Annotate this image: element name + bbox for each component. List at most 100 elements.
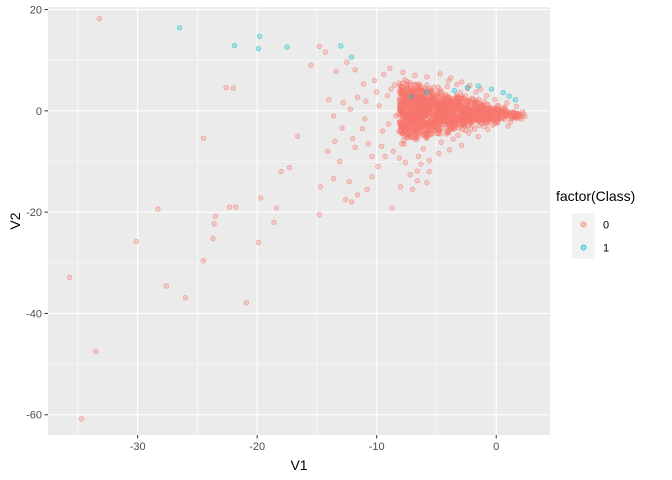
point-class-0: [455, 132, 461, 138]
point-class-0: [200, 135, 207, 141]
point-class-0: [513, 103, 520, 109]
point-class-0: [437, 71, 443, 77]
point-class-0: [458, 107, 464, 114]
point-class-0: [212, 213, 219, 219]
point-class-0: [226, 204, 233, 210]
point-class-0: [397, 103, 403, 110]
point-class-0: [438, 110, 444, 116]
point-class-0: [417, 114, 423, 121]
point-class-0: [396, 155, 403, 161]
point-class-0: [440, 125, 446, 132]
point-class-0: [407, 79, 413, 86]
point-class-0: [371, 77, 377, 84]
point-class-0: [443, 131, 449, 137]
x-axis: -30 -20 -10 0: [130, 435, 499, 453]
minor-gridlines: [48, 7, 550, 435]
y-tick-label: 20: [30, 5, 42, 17]
legend-label-1: 1: [603, 243, 609, 255]
point-class-0: [354, 94, 361, 100]
point-class-0: [434, 90, 440, 96]
legend-label-0: 0: [603, 220, 609, 232]
point-class-0: [397, 184, 404, 190]
point-class-0: [501, 116, 508, 123]
point-class-0: [466, 97, 472, 104]
point-class-0: [418, 105, 424, 111]
point-class-0: [344, 59, 350, 65]
point-class-0: [416, 88, 423, 95]
point-class-0: [360, 81, 367, 87]
x-tick-label: 0: [493, 441, 499, 453]
point-class-0: [472, 126, 478, 132]
point-class-0: [449, 116, 455, 123]
point-class-0: [515, 111, 521, 117]
point-class-0: [426, 168, 432, 175]
point-class-0: [427, 127, 433, 134]
point-class-1: [500, 89, 507, 96]
point-class-0: [429, 112, 435, 118]
point-class-0: [447, 125, 453, 131]
point-class-0: [462, 93, 469, 99]
point-class-1: [176, 25, 183, 31]
point-class-0: [424, 180, 430, 186]
point-class-0: [496, 115, 502, 122]
point-class-0: [418, 161, 424, 167]
point-class-0: [365, 141, 372, 147]
point-class-0: [405, 107, 411, 113]
x-tick-label: -10: [369, 441, 385, 453]
point-class-0: [339, 125, 345, 131]
point-class-0: [295, 133, 301, 139]
point-class-0: [78, 416, 85, 422]
point-class-0: [424, 82, 430, 88]
x-tick-label: -30: [130, 441, 146, 453]
point-class-0: [348, 199, 355, 205]
point-class-0: [427, 132, 434, 138]
y-tick-label: -40: [26, 308, 42, 320]
point-class-0: [458, 142, 465, 148]
point-class-1: [256, 33, 263, 40]
point-class-0: [210, 235, 216, 242]
point-class-0: [369, 173, 375, 180]
legend-key-1-dot: [580, 244, 587, 251]
point-class-0: [399, 109, 405, 115]
point-class-0: [409, 109, 416, 115]
point-class-0: [200, 258, 207, 264]
legend-key-0-background: [572, 213, 595, 236]
point-class-0: [412, 100, 419, 106]
point-class-0: [431, 84, 437, 90]
point-class-0: [182, 295, 189, 301]
point-class-0: [362, 116, 368, 122]
point-class-1: [488, 86, 495, 92]
legend-key-1-background: [572, 236, 595, 259]
point-class-0: [400, 130, 406, 137]
point-class-0: [308, 62, 314, 68]
point-class-0: [473, 89, 479, 95]
point-class-0: [96, 15, 103, 22]
point-class-0: [258, 195, 264, 201]
series-1: [176, 25, 519, 103]
point-class-0: [483, 92, 490, 99]
y-tick-label: -20: [26, 207, 42, 219]
point-class-0: [407, 171, 413, 178]
point-class-0: [452, 122, 458, 128]
point-class-0: [510, 110, 517, 117]
point-class-0: [396, 80, 403, 86]
point-class-0: [426, 157, 432, 164]
y-axis: -60 -40 -20 0 20: [26, 5, 48, 422]
point-class-0: [155, 206, 161, 212]
point-class-0: [451, 104, 458, 111]
point-class-0: [435, 130, 442, 137]
point-class-1: [451, 87, 458, 94]
point-class-0: [390, 148, 397, 155]
y-tick-label: -60: [26, 410, 42, 422]
point-class-0: [406, 133, 412, 139]
point-class-0: [458, 111, 464, 118]
point-class-0: [232, 204, 239, 210]
series-0: [66, 15, 528, 422]
point-class-0: [410, 125, 416, 132]
point-class-0: [458, 79, 465, 85]
point-class-0: [317, 184, 324, 190]
point-class-0: [475, 105, 481, 112]
point-class-0: [333, 68, 339, 75]
point-class-0: [378, 143, 385, 149]
point-class-0: [423, 134, 429, 141]
